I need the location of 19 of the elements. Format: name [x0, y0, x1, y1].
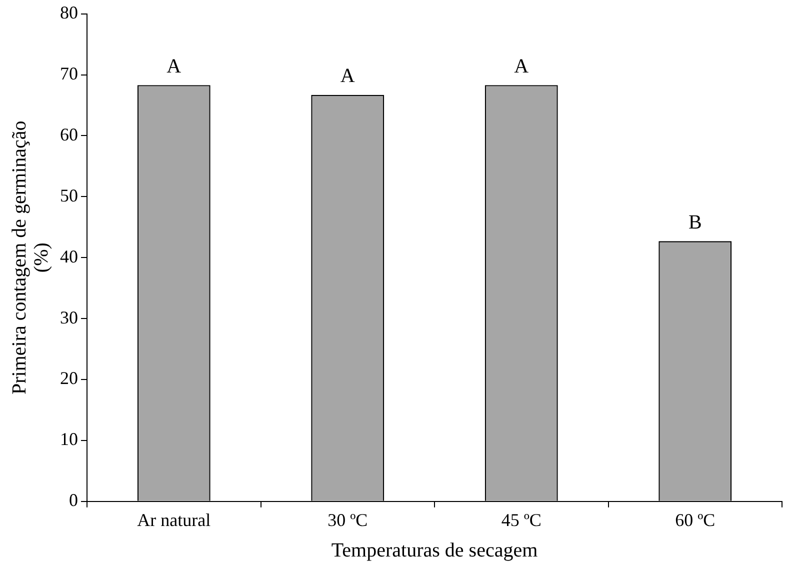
y-tick-label: 70 [60, 63, 78, 84]
annotation: A [166, 55, 182, 78]
annotation: A [340, 65, 356, 88]
y-tick-label: 30 [60, 307, 78, 328]
annotation: B [688, 211, 702, 234]
y-tick-label: 0 [69, 490, 78, 510]
y-tick-label: 60 [60, 124, 78, 144]
x-tick-label: 60 ºC [675, 510, 716, 530]
annotation: A [514, 55, 530, 78]
y-tick-label: 80 [60, 2, 78, 23]
x-tick-label: Ar natural [137, 510, 211, 530]
y-axis-title: Primeira contagem de germinação (%) [8, 120, 52, 394]
x-axis-title: Temperaturas de secagem [331, 539, 538, 562]
y-tick-label: 50 [60, 185, 78, 206]
x-tick-label: 30 ºC [328, 510, 368, 530]
x-tick-label: 45 ºC [501, 510, 542, 530]
y-tick-label: 10 [60, 429, 78, 450]
y-tick-label: 40 [60, 246, 78, 266]
y-tick-label: 20 [60, 368, 78, 388]
